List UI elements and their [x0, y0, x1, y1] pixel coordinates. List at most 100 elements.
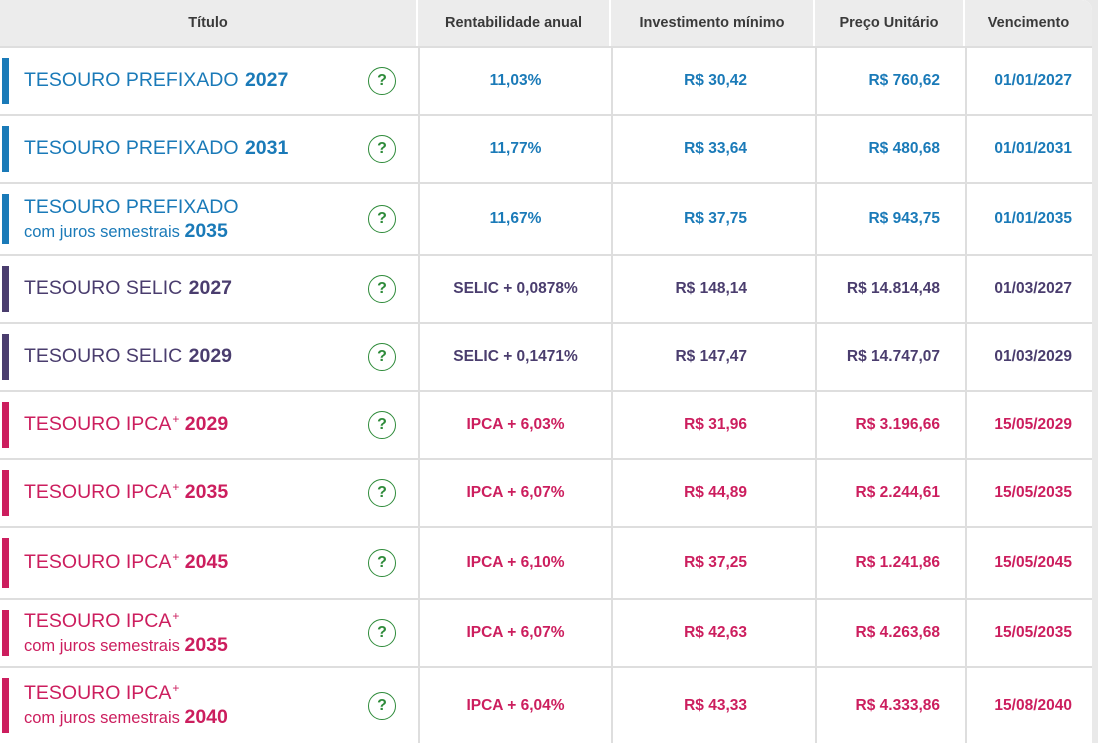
header-vencimento[interactable]: Vencimento: [965, 0, 1092, 46]
investimento-value: R$ 43,33: [611, 668, 815, 743]
titulo-superscript: +: [172, 549, 180, 564]
preco-value: R$ 760,62: [815, 48, 965, 114]
titulo-name[interactable]: TESOURO IPCA+ 2029: [24, 392, 354, 458]
titulo-year: 2029: [188, 344, 233, 367]
titulo-superscript: +: [172, 681, 180, 695]
titulo-name[interactable]: TESOURO IPCA+ com juros semestrais 2035: [24, 600, 354, 666]
investimento-value: R$ 31,96: [611, 392, 815, 458]
category-color-bar: [2, 334, 9, 380]
titulo-line1: TESOURO IPCA+: [24, 609, 354, 635]
preco-value: R$ 480,68: [815, 116, 965, 182]
preco-value: R$ 2.244,61: [815, 460, 965, 526]
investimento-value: R$ 37,25: [611, 528, 815, 598]
titulo-year: 2035: [184, 633, 228, 656]
preco-value: R$ 14.814,48: [815, 256, 965, 322]
vencimento-value: 15/08/2040: [965, 668, 1092, 743]
titulo-name[interactable]: TESOURO SELIC 2027: [24, 256, 354, 322]
category-color-bar: [2, 470, 9, 516]
titulo-line1: TESOURO SELIC 2027: [24, 277, 354, 302]
titulo-name[interactable]: TESOURO IPCA+ com juros semestrais 2040: [24, 668, 354, 743]
titulo-label: TESOURO SELIC: [24, 344, 183, 367]
table-row[interactable]: TESOURO PREFIXADO 2027? 11,03% R$ 30,42 R$ …: [0, 46, 1092, 114]
table-row[interactable]: TESOURO IPCA+ 2045? IPCA + 6,10% R$ 37,25 R…: [0, 526, 1092, 598]
table-row[interactable]: TESOURO IPCA+ 2035? IPCA + 6,07% R$ 44,89 R…: [0, 458, 1092, 526]
titulo-year: 2035: [184, 219, 228, 242]
titulo-label: TESOURO IPCA: [24, 412, 172, 435]
vencimento-value: 01/03/2029: [965, 324, 1092, 390]
rentabilidade-value: 11,03%: [418, 48, 611, 114]
question-circle-icon[interactable]: ?: [368, 135, 396, 163]
rentabilidade-value: SELIC + 0,0878%: [418, 256, 611, 322]
titulo-line1: TESOURO IPCA+ 2045: [24, 549, 354, 576]
titulo-year: 2031: [244, 136, 289, 159]
titulo-label: TESOURO PREFIXADO: [24, 136, 239, 159]
category-color-bar: [2, 126, 9, 172]
vencimento-value: 01/03/2027: [965, 256, 1092, 322]
titulo-subtitle: com juros semestrais: [24, 636, 180, 655]
titulo-year: 2045: [184, 550, 229, 573]
rentabilidade-value: IPCA + 6,03%: [418, 392, 611, 458]
titulo-label: TESOURO IPCA: [24, 682, 172, 704]
vencimento-value: 15/05/2035: [965, 460, 1092, 526]
titulo-subtitle: com juros semestrais: [24, 222, 180, 241]
titulo-superscript: +: [172, 479, 180, 494]
question-circle-icon[interactable]: ?: [368, 275, 396, 303]
titulo-year: 2040: [184, 706, 228, 728]
vencimento-value: 15/05/2035: [965, 600, 1092, 666]
category-color-bar: [2, 402, 9, 448]
vencimento-value: 15/05/2029: [965, 392, 1092, 458]
table-row[interactable]: TESOURO IPCA+ com juros semestrais 2040? I…: [0, 666, 1092, 743]
vencimento-value: 01/01/2027: [965, 48, 1092, 114]
preco-value: R$ 943,75: [815, 184, 965, 254]
table-row[interactable]: TESOURO SELIC 2029? SELIC + 0,1471% R$ 147…: [0, 322, 1092, 390]
titulo-label: TESOURO IPCA: [24, 550, 172, 573]
question-circle-icon[interactable]: ?: [368, 691, 396, 720]
investimento-value: R$ 148,14: [611, 256, 815, 322]
table-row[interactable]: TESOURO IPCA+ 2029? IPCA + 6,03% R$ 31,96 R…: [0, 390, 1092, 458]
rentabilidade-value: 11,67%: [418, 184, 611, 254]
investimento-value: R$ 37,75: [611, 184, 815, 254]
titulo-name[interactable]: TESOURO PREFIXADO 2031: [24, 116, 354, 182]
titulo-line2: com juros semestrais 2040: [24, 707, 354, 729]
table-row[interactable]: TESOURO SELIC 2027? SELIC + 0,0878% R$ 148…: [0, 254, 1092, 322]
table-header: Título Rentabilidade anual Investimento …: [0, 0, 1092, 46]
titulo-name[interactable]: TESOURO IPCA+ 2045: [24, 528, 354, 598]
titulo-name[interactable]: TESOURO PREFIXADO 2027: [24, 48, 354, 114]
question-circle-icon[interactable]: ?: [368, 205, 396, 233]
investimento-value: R$ 30,42: [611, 48, 815, 114]
titulo-label: TESOURO SELIC: [24, 276, 183, 299]
investimento-value: R$ 33,64: [611, 116, 815, 182]
titulo-label: TESOURO IPCA: [24, 480, 172, 503]
category-color-bar: [2, 266, 9, 312]
question-circle-icon[interactable]: ?: [368, 549, 396, 577]
titulo-line1: TESOURO PREFIXADO 2027: [24, 69, 354, 94]
table-row[interactable]: TESOURO PREFIXADO com juros semestrais 20…: [0, 182, 1092, 254]
question-circle-icon[interactable]: ?: [368, 67, 396, 95]
rentabilidade-value: 11,77%: [418, 116, 611, 182]
category-color-bar: [2, 610, 9, 656]
rentabilidade-value: SELIC + 0,1471%: [418, 324, 611, 390]
titulo-year: 2027: [188, 276, 233, 299]
question-circle-icon[interactable]: ?: [368, 343, 396, 371]
header-rentabilidade[interactable]: Rentabilidade anual: [418, 0, 611, 46]
header-investimento[interactable]: Investimento mínimo: [611, 0, 815, 46]
titulo-line1: TESOURO IPCA+ 2029: [24, 412, 354, 438]
header-preco[interactable]: Preço Unitário: [815, 0, 965, 46]
question-circle-icon[interactable]: ?: [368, 479, 396, 507]
titulo-name[interactable]: TESOURO SELIC 2029: [24, 324, 354, 390]
titulo-year: 2035: [184, 480, 229, 503]
vencimento-value: 01/01/2031: [965, 116, 1092, 182]
preco-value: R$ 14.747,07: [815, 324, 965, 390]
table-row[interactable]: TESOURO PREFIXADO 2031? 11,77% R$ 33,64 R$ …: [0, 114, 1092, 182]
header-titulo[interactable]: Título: [0, 0, 418, 46]
titulo-name[interactable]: TESOURO IPCA+ 2035: [24, 460, 354, 526]
investimento-value: R$ 44,89: [611, 460, 815, 526]
table-row[interactable]: TESOURO IPCA+ com juros semestrais 2035? I…: [0, 598, 1092, 666]
vencimento-value: 01/01/2035: [965, 184, 1092, 254]
question-circle-icon[interactable]: ?: [368, 411, 396, 439]
category-color-bar: [2, 194, 9, 244]
question-circle-icon[interactable]: ?: [368, 619, 396, 647]
titulo-line2: com juros semestrais 2035: [24, 633, 354, 657]
titulo-name[interactable]: TESOURO PREFIXADO com juros semestrais 20…: [24, 184, 354, 254]
